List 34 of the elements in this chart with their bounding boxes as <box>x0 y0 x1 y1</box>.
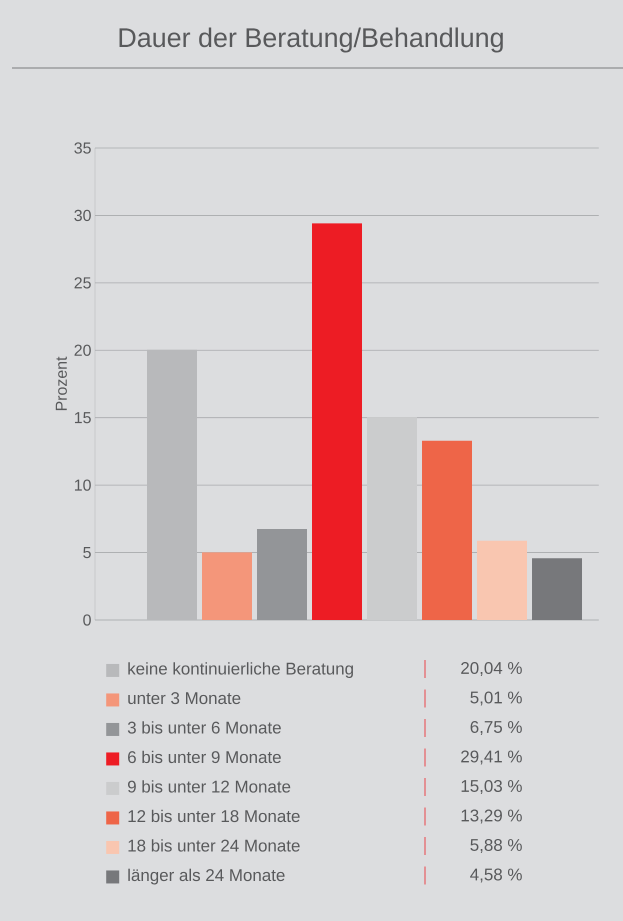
legend-label: keine kontinuierliche Beratung <box>128 662 353 678</box>
y-axis-title: Prozent <box>56 356 67 410</box>
y-tick-label: 25 <box>74 277 91 288</box>
text: 5,88 % <box>470 838 522 853</box>
y-tick-label: 10 <box>74 480 91 491</box>
y-tick-label: 30 <box>74 210 91 222</box>
bar <box>202 552 252 620</box>
legend-label: 9 bis unter 12 Monate <box>128 780 290 793</box>
legend-label: 12 bis unter 18 Monate <box>128 810 300 822</box>
bar <box>476 540 527 620</box>
text: 29,41 % <box>461 750 522 764</box>
legend-label: unter 3 Monate <box>128 692 240 704</box>
y-tick-label: 15 <box>74 412 91 424</box>
y-tick-label: 0 <box>83 614 91 626</box>
text: 4,58 % <box>470 868 522 882</box>
y-tick-label: 5 <box>83 547 91 558</box>
bar <box>366 417 417 620</box>
bar <box>146 350 197 620</box>
text: 20,04 % <box>461 662 522 676</box>
text: 13,29 % <box>461 809 522 824</box>
bar <box>312 223 362 620</box>
bar <box>532 558 582 620</box>
legend-label: 6 bis unter 9 Monate <box>128 750 281 764</box>
y-tick-label: 20 <box>74 344 91 356</box>
legend-label: länger als 24 Monate <box>128 868 284 884</box>
text: 5,01 % <box>470 691 522 706</box>
bar <box>256 528 307 620</box>
chart-title: Dauer der Beratung/Behandlung <box>119 27 503 53</box>
legend-label: 18 bis unter 24 Monate <box>128 839 300 852</box>
legend-label: 3 bis unter 6 Monate <box>128 721 281 734</box>
text: 6,75 % <box>470 720 522 735</box>
y-tick-label: 35 <box>74 142 91 154</box>
text: 15,03 % <box>461 780 522 794</box>
bar <box>422 440 472 620</box>
